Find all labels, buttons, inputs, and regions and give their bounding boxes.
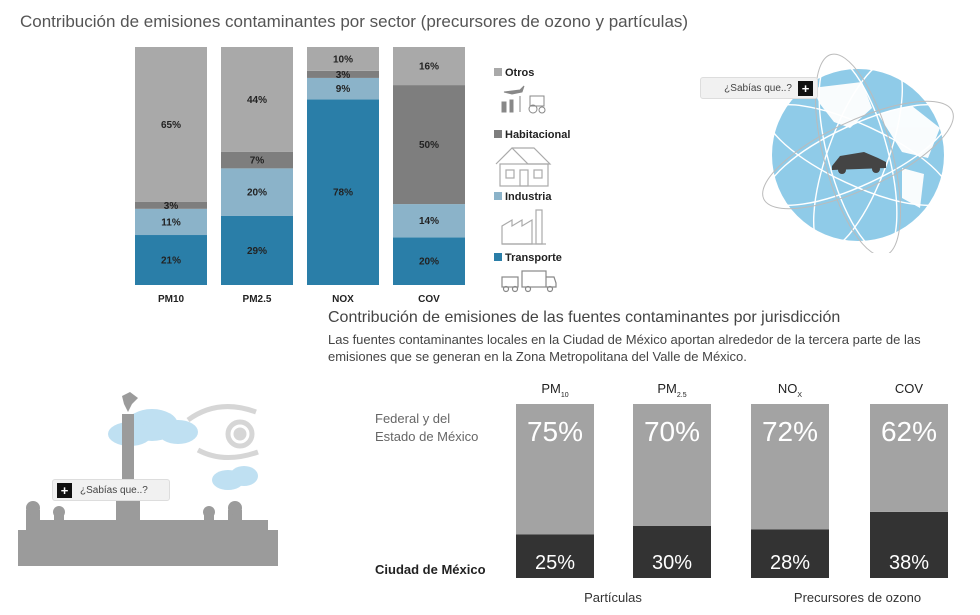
series-label-federal: Federal y del Estado de México [375,410,478,446]
column-header: COV [895,381,924,396]
category-label: COV [418,294,440,305]
bar-segment-habitacional-1 [221,151,293,169]
data-label: 38% [889,552,929,574]
legend-label-otros: Otros [505,67,535,79]
bar-segment-cdmx-2 [751,529,829,578]
legend-transporte: Transporte [494,252,562,264]
bar-segment-transporte-3 [393,237,465,285]
series-label-federal-line2: Estado de México [375,429,479,444]
data-label: 21% [161,256,181,267]
plus-icon: + [798,80,813,96]
data-label: 3% [164,201,179,212]
bar-segment-cdmx-1 [633,525,711,578]
category-label: NOX [332,294,354,305]
bar-segment-industria-3 [393,204,465,238]
globe-illustration [762,53,954,253]
data-label: 16% [419,62,439,73]
bar-segment-habitacional-0 [135,201,207,209]
data-label: 70% [644,416,700,447]
otros-icon [501,85,546,114]
bar-segment-transporte-0 [135,235,207,285]
bar-segment-federal-3 [870,404,948,512]
legend-label-industria: Industria [505,191,552,203]
data-label: 44% [247,95,267,106]
category-label: PM10 [158,294,185,305]
column-header: PM10 [541,381,568,399]
sabias-que-label-top: ¿Sabías que..? [724,82,792,94]
series-label-cdmx: Ciudad de México [375,562,486,577]
data-label: 78% [333,188,353,199]
car-icon [832,152,886,174]
data-label: 14% [419,216,439,227]
bar-segment-transporte-1 [221,215,293,285]
bar-segment-otros-0 [135,47,207,202]
column-header: PM2.5 [657,381,686,399]
bar-segment-otros-2 [307,47,379,71]
sabias-que-label-left: ¿Sabías que..? [80,484,148,496]
legend-label-habitacional: Habitacional [505,129,571,141]
bar-segment-industria-1 [221,168,293,216]
bar-segment-industria-0 [135,208,207,236]
plus-icon: + [57,482,72,498]
data-label: 11% [161,217,181,228]
data-label: 25% [535,552,575,574]
legend-swatch-otros [494,68,502,76]
bar-segment-industria-2 [307,77,379,100]
chart1-title: Contribución de emisiones contaminantes … [20,12,689,31]
legend-swatch-transporte [494,253,502,261]
category-label: PM2.5 [243,294,272,305]
data-label: 9% [336,84,351,95]
legend-habitacional: Habitacional [494,129,570,141]
column-header: NOX [778,381,803,399]
data-label: 65% [161,120,181,131]
bar-segment-federal-2 [751,404,829,530]
group-label-precursores: Precursores de ozono [793,590,922,605]
data-label: 7% [250,156,265,167]
data-label: 29% [247,246,267,257]
group-label-particulas: Partículas [584,590,642,605]
factory-icon [501,209,546,245]
bar-segment-otros-1 [221,47,293,152]
data-label: 28% [770,552,810,574]
bar-segment-transporte-2 [307,99,379,285]
data-label: 3% [336,70,351,81]
legend-swatch-habitacional [494,130,502,138]
bar-segment-habitacional-3 [393,85,465,205]
legend-otros: Otros [494,67,534,79]
data-label: 75% [527,416,583,447]
data-label: 30% [652,552,692,574]
legend-industria: Industria [494,191,551,203]
data-label: 20% [247,188,267,199]
bar-segment-otros-3 [393,47,465,86]
bar-segment-cdmx-3 [870,511,948,578]
data-label: 20% [419,257,439,268]
bar-segment-cdmx-0 [516,534,594,578]
data-label: 72% [762,416,818,447]
bar-segment-federal-0 [516,404,594,535]
chart2-title: Contribución de emisiones de las fuentes… [328,309,841,326]
data-label: 62% [881,416,937,447]
data-label: 10% [333,54,353,65]
truck-icon [501,270,557,293]
sabias-que-button-left[interactable]: + ¿Sabías que..? [52,479,170,501]
series-label-federal-line1: Federal y del [375,411,451,426]
house-icon [495,147,552,187]
data-label: 50% [419,140,439,151]
chart2-description: Las fuentes contaminantes locales en la … [328,332,921,364]
bar-segment-habitacional-2 [307,70,379,78]
legend-label-transporte: Transporte [505,252,562,264]
legend-swatch-industria [494,192,502,200]
bar-segment-federal-1 [633,404,711,526]
sabias-que-button-top[interactable]: ¿Sabías que..? + [700,77,818,99]
